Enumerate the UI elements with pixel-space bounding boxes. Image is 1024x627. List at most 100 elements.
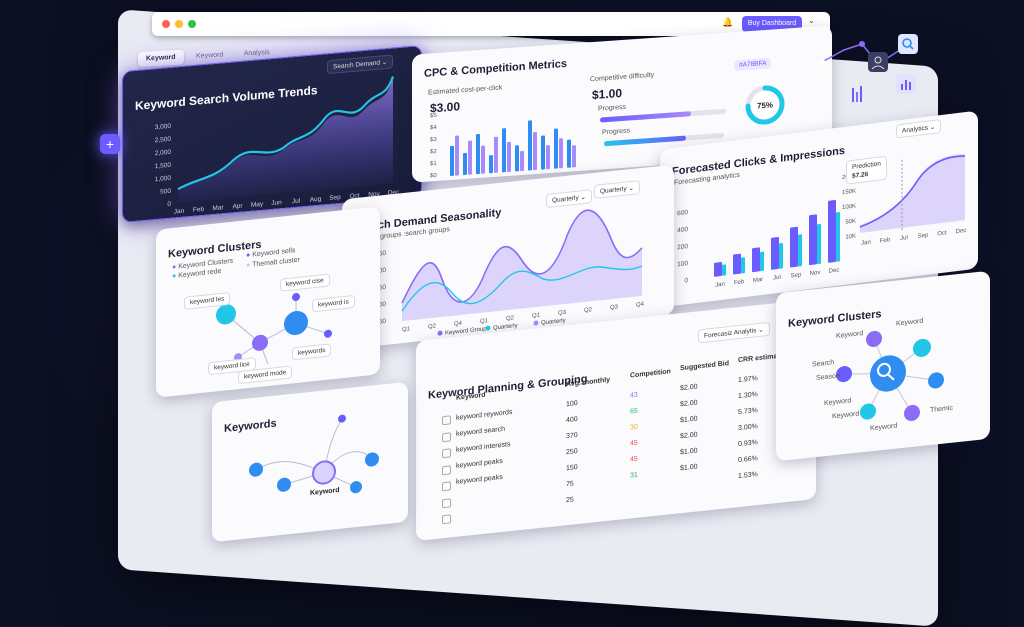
cpc-competition-card: CPC & Competition Metrics Estimated cost… (412, 25, 832, 183)
forecast-bar (760, 251, 764, 272)
trends-area (178, 78, 393, 203)
table-cell: 31 (630, 471, 638, 480)
row-checkbox[interactable] (442, 431, 451, 442)
table-header[interactable]: Competition (630, 368, 671, 380)
x-tick-label: Jul (292, 197, 301, 205)
cluster-node[interactable] (904, 404, 920, 422)
x-tick-label: Jul (773, 275, 781, 282)
y-tick-label: $4 (430, 125, 437, 132)
keyword-node[interactable] (277, 477, 291, 492)
cpc-bar (559, 138, 563, 169)
keyword-node[interactable] (365, 452, 379, 467)
forecast-bar (741, 257, 745, 274)
y-tick-label: 400 (677, 226, 688, 234)
x-tick-label: Jan (861, 240, 871, 247)
row-checkbox[interactable] (442, 415, 451, 426)
cluster-node[interactable] (928, 372, 944, 390)
y-tick-label: $1 (430, 161, 437, 168)
row-checkbox[interactable] (442, 514, 451, 525)
y-tick-label: $0 (430, 173, 437, 180)
cluster-node[interactable] (292, 293, 300, 302)
x-tick-label: Sep (791, 272, 802, 279)
prediction-tooltip: Prediction $7.26 (846, 155, 887, 185)
x-tick-label: Q1 (532, 313, 541, 320)
forecast-bar (771, 237, 779, 270)
x-tick-label: Q2 (584, 307, 593, 314)
cpc-bar (507, 141, 511, 172)
cluster-node[interactable] (216, 303, 236, 325)
maximize-dot[interactable] (188, 20, 196, 28)
table-cell: keyword search (456, 425, 506, 438)
x-tick-label: Nov (810, 270, 821, 277)
x-tick-label: Jan (174, 208, 185, 216)
forecast-line (859, 155, 966, 228)
cluster-node[interactable] (866, 330, 882, 348)
table-cell: 43 (630, 391, 638, 400)
tab-keyword[interactable]: Keyword (138, 49, 184, 67)
planning-title: Keyword Planning & Grouping (428, 372, 588, 402)
search-volume-trends-card: Keyword Search Volume Trends Search Dema… (122, 44, 422, 224)
forecast-card: Forecasted Clicks & Impressions Forecast… (660, 110, 978, 308)
keyword-node[interactable] (338, 414, 346, 423)
y-tick-label: 500 (160, 188, 171, 196)
cpc-bar (515, 145, 519, 172)
planning-filter[interactable]: Forecasiz Analytis ⌄ (698, 321, 770, 344)
keyword-node[interactable] (249, 462, 263, 477)
forecast-bar (733, 253, 741, 275)
chevron-down-icon[interactable]: ⌄ (808, 16, 815, 25)
cluster-node[interactable] (324, 329, 332, 338)
table-header[interactable]: Suggested Bid (680, 360, 730, 373)
x-tick-label: Jul (900, 235, 908, 242)
table-cell: $2.00 (680, 399, 698, 409)
row-checkbox[interactable] (442, 481, 451, 492)
difficulty-label: Competitive difficulty (590, 71, 655, 84)
progress-label-2: Progress (602, 127, 631, 137)
cluster-node[interactable] (913, 338, 931, 358)
cluster-node[interactable] (284, 310, 308, 337)
bell-icon[interactable]: 🔔 (722, 17, 734, 27)
row-checkbox[interactable] (442, 497, 451, 508)
y-tick-label: $3 (430, 137, 437, 144)
y-tick-label: 150 (375, 284, 386, 292)
keywords-graph (249, 414, 379, 494)
table-cell: $2.00 (680, 431, 698, 441)
cluster-node[interactable] (836, 365, 852, 383)
keyword-hub-icon[interactable] (312, 460, 336, 485)
keyword-node[interactable] (350, 481, 362, 494)
y-tick-label: 0 (684, 277, 688, 284)
table-cell: $1.00 (680, 463, 698, 473)
x-tick-label: Dec (829, 268, 840, 275)
table-cell: keyword interests (456, 441, 511, 454)
forecast-bar (836, 211, 840, 262)
progress-label-1: Progress (598, 103, 627, 113)
x-tick-label: Oct (349, 192, 359, 200)
progress-fill-1 (600, 111, 691, 123)
season-line-2 (401, 265, 643, 312)
forecast-bar (779, 242, 783, 269)
add-icon[interactable]: + (100, 134, 120, 154)
table-cell: 5.73% (738, 407, 758, 417)
y-tick-label: $5 (430, 113, 437, 120)
x-tick-label: Nov (368, 191, 380, 199)
y-tick-label: 10K (845, 233, 856, 240)
user-icon[interactable] (868, 52, 888, 72)
search-icon[interactable] (898, 34, 918, 54)
y-tick-label: 200 (677, 243, 688, 251)
row-checkbox[interactable] (442, 448, 451, 459)
cluster-node[interactable] (252, 334, 268, 352)
table-cell: 65 (630, 407, 638, 416)
table-cell: $2.00 (680, 383, 698, 393)
x-tick-label: Jan (715, 282, 725, 289)
keyword-clusters-card-2: Keyword Clusters Keyword Keyword Search … (776, 270, 990, 462)
season-line-1 (401, 209, 643, 304)
y-tick-label: 100 (375, 301, 386, 309)
row-checkbox[interactable] (442, 464, 451, 475)
minimize-dot[interactable] (175, 20, 183, 28)
x-tick-label: Q2 (506, 315, 515, 322)
y-tick-label: 250 (375, 250, 386, 258)
cluster-node[interactable] (860, 403, 876, 421)
table-cell: keyword peaks (456, 473, 503, 486)
planning-filter-label: Forecasiz Analytis (704, 327, 757, 340)
close-dot[interactable] (162, 20, 170, 28)
